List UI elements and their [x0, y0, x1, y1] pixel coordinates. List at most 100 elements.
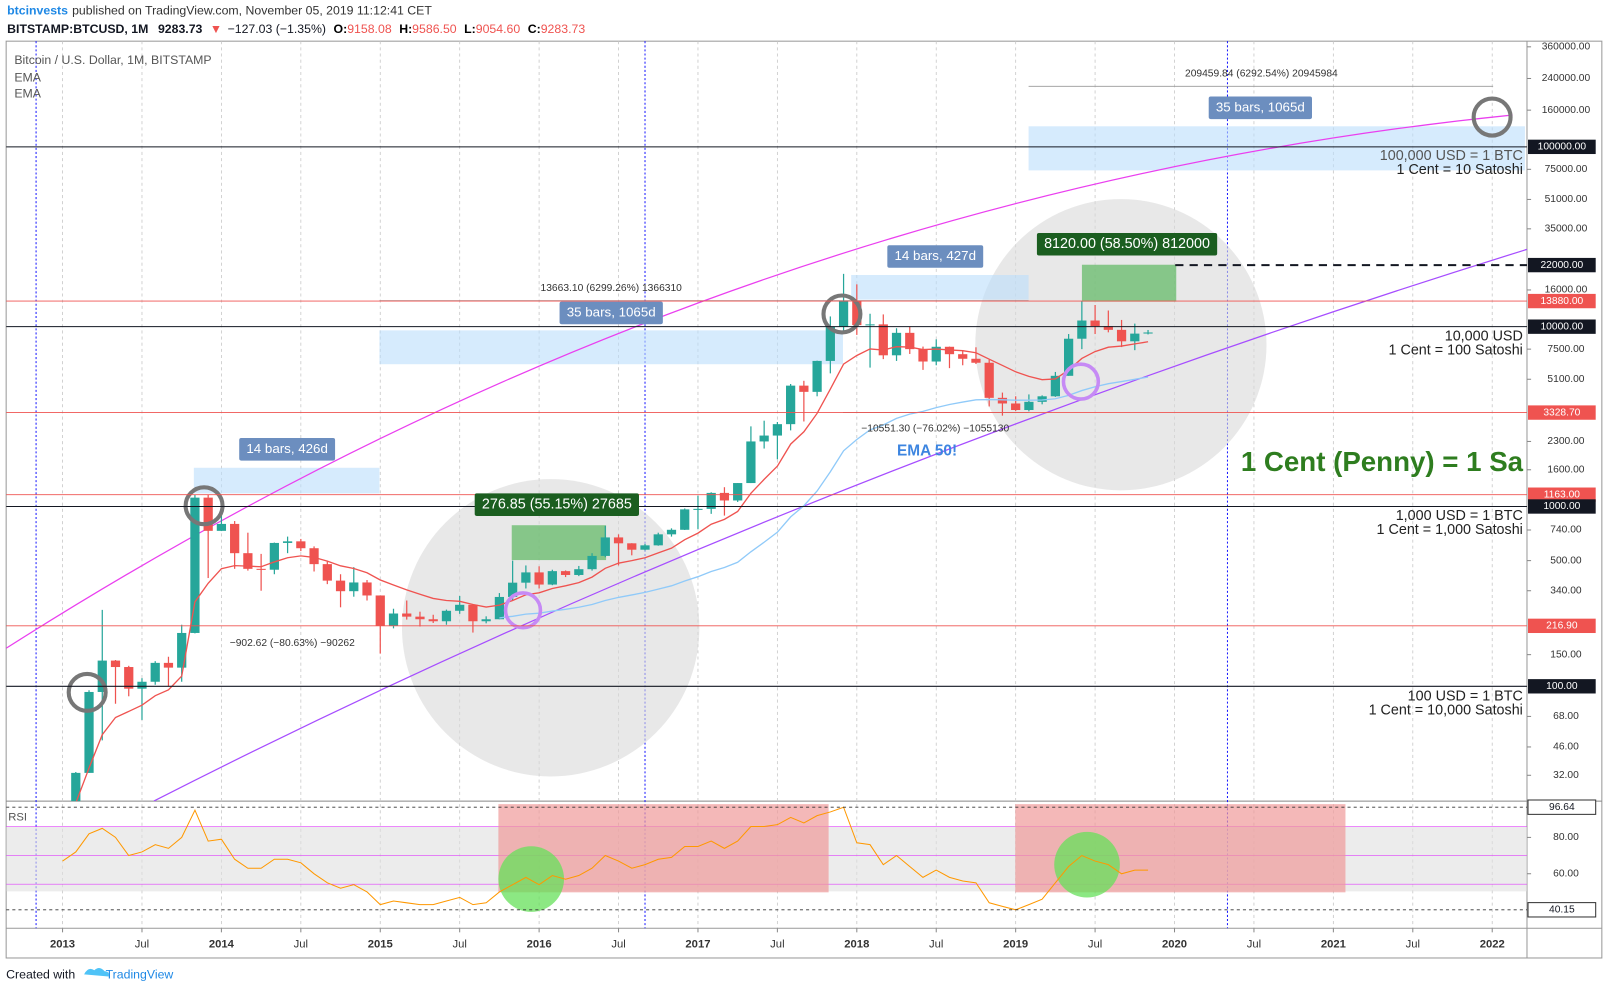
- candle-body: [1024, 401, 1034, 411]
- candle-body: [600, 537, 610, 556]
- y-tick-label: 740.00: [1550, 525, 1582, 536]
- candle-body: [574, 569, 584, 575]
- x-tick-label: 2015: [368, 939, 393, 951]
- ohlc-label: L:: [464, 22, 476, 36]
- candle-body: [733, 483, 743, 501]
- candle-body: [653, 534, 663, 546]
- candle-body: [375, 595, 385, 626]
- annotation-box: [1036, 232, 1218, 256]
- candle-body: [362, 582, 372, 596]
- candle-body: [322, 564, 332, 581]
- marker-ring: [66, 671, 108, 713]
- price-label-bg: [1528, 679, 1596, 694]
- price-label-bg: [1528, 319, 1596, 334]
- price-label: 10000.00: [1540, 321, 1583, 332]
- candle-body: [468, 604, 478, 622]
- candle-body: [1103, 326, 1113, 330]
- range-box: [1081, 264, 1177, 302]
- change-arrow: ▼: [210, 22, 222, 36]
- x-tick-label: Jul: [770, 939, 784, 951]
- annotation: 100,000 USD = 1 BTC: [1380, 148, 1523, 164]
- highlight-circle: [498, 846, 565, 912]
- candle-body: [1011, 403, 1021, 411]
- y-tick-label: 5100.00: [1547, 374, 1584, 385]
- candle-body: [1037, 396, 1047, 402]
- candle-body: [971, 358, 981, 363]
- candle-body: [71, 772, 81, 802]
- candle-body: [1050, 375, 1060, 397]
- annotation: EMA 50!: [897, 442, 957, 459]
- trend-curve: [6, 114, 1513, 649]
- ohlc-label: O:: [334, 22, 348, 36]
- annotation: −902.62 (−80.63%) −90262: [230, 638, 355, 649]
- annotation: 14 bars, 426d: [246, 441, 328, 456]
- annotation: 8120.00 (58.50%) 812000: [1044, 236, 1210, 252]
- y-tick-label: 51000.00: [1545, 194, 1588, 205]
- candle-body: [335, 580, 346, 592]
- candle-body: [230, 523, 240, 554]
- price-label: 100.00: [1546, 681, 1578, 692]
- candle-body: [587, 555, 597, 570]
- candle-body: [799, 385, 809, 392]
- ema-line: [75, 341, 1149, 802]
- candle-body: [918, 349, 928, 362]
- candle-body: [958, 354, 968, 359]
- candle-body: [838, 301, 849, 327]
- y-tick-label: 240000.00: [1542, 73, 1591, 84]
- x-tick-label: 2018: [844, 939, 869, 951]
- price-label-bg: [1528, 487, 1596, 502]
- candle-body: [706, 492, 716, 509]
- annotation: 10,000 USD: [1445, 328, 1523, 344]
- y-tick-label: 2300.00: [1547, 436, 1584, 447]
- candle-body: [997, 397, 1008, 404]
- x-tick-label: 2020: [1162, 939, 1187, 951]
- candle-body: [905, 332, 915, 350]
- y-tick-label: 75000.00: [1545, 164, 1588, 175]
- candle-body: [349, 582, 359, 592]
- candle-body: [428, 619, 438, 622]
- annotation: 35 bars, 1065d: [1216, 99, 1305, 114]
- legend-entry: EMA: [14, 87, 41, 101]
- candle-body: [256, 568, 266, 570]
- y-tick-label: 35000.00: [1545, 224, 1588, 235]
- y-tick-label: 16000.00: [1545, 285, 1588, 296]
- last-price: 9283.73: [158, 22, 203, 36]
- footer-brand[interactable]: TradingView: [106, 968, 174, 982]
- candle-body: [1077, 320, 1087, 339]
- marker-ring: [1471, 96, 1513, 138]
- y-tick-label: 7500.00: [1547, 344, 1584, 355]
- y-tick-label: 500.00: [1550, 555, 1582, 566]
- candle-body: [680, 509, 690, 530]
- annotation-box: [1208, 96, 1312, 120]
- candle-body: [1116, 329, 1127, 342]
- author[interactable]: btcinvests: [7, 4, 68, 18]
- candle-body: [282, 541, 293, 543]
- ohlc-label: H:: [399, 22, 412, 36]
- change: −127.03 (−1.35%): [228, 22, 326, 36]
- annotation: 1 Cent = 100 Satoshi: [1389, 343, 1523, 359]
- candle-body: [627, 543, 637, 550]
- price-label-bg: [1528, 257, 1596, 273]
- marker-ring: [183, 485, 225, 527]
- rsi-title: RSI: [8, 811, 27, 823]
- price-label: 1163.00: [1544, 489, 1581, 500]
- x-tick-label: 2014: [209, 939, 235, 951]
- candle-body: [309, 548, 319, 565]
- marker-ring: [1061, 362, 1101, 401]
- annotation: 1,000 USD = 1 BTC: [1396, 508, 1523, 524]
- candle-body: [534, 572, 544, 585]
- logo: [84, 967, 109, 977]
- candle-body: [547, 571, 557, 585]
- annotation: −10551.30 (−76.02%) −1055130: [861, 424, 1009, 435]
- candle-body: [243, 553, 253, 569]
- annotation: 35 bars, 1065d: [567, 304, 656, 319]
- x-tick-label: Jul: [452, 939, 466, 951]
- x-tick-label: Jul: [1088, 939, 1102, 951]
- candle-body: [772, 424, 783, 436]
- annotation: 1 Cent (Penny) = 1 Sa: [1241, 446, 1524, 477]
- candle-body: [825, 326, 835, 361]
- highlight-circle: [1054, 831, 1120, 898]
- x-tick-label: 2016: [527, 939, 552, 951]
